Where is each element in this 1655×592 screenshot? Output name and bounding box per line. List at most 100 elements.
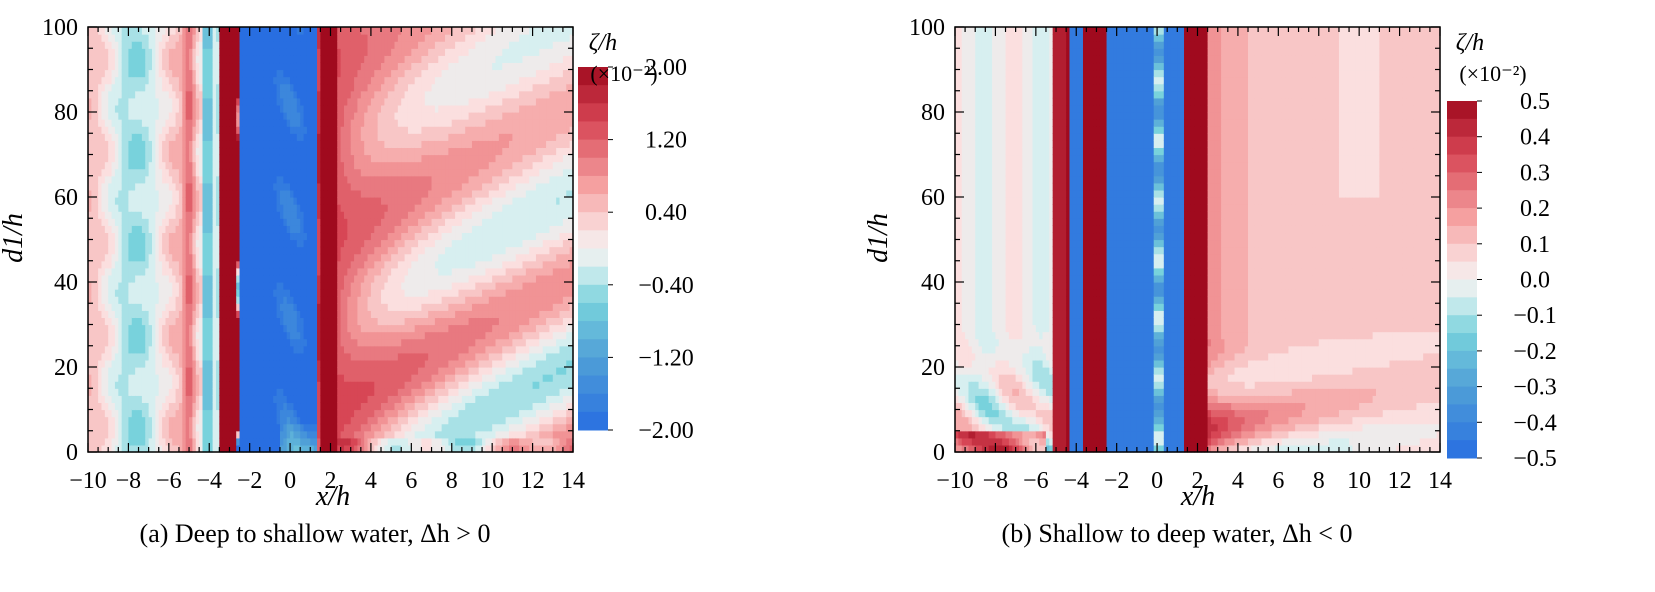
contour-cell: [347, 112, 352, 120]
contour-cell: [343, 253, 348, 262]
contour-cell: [131, 62, 136, 71]
contour-cell: [306, 218, 311, 226]
contour-cell: [347, 352, 352, 361]
contour-cell: [290, 182, 295, 191]
contour-cell: [256, 232, 261, 241]
contour-cell: [88, 41, 92, 49]
contour-cell: [269, 274, 274, 283]
contour-cell: [293, 444, 298, 453]
contour-cell: [283, 324, 288, 333]
contour-cell: [276, 104, 281, 113]
contour-cell: [111, 331, 116, 340]
contour-cell: [226, 430, 231, 439]
contour-cell: [135, 296, 140, 304]
contour-cell: [192, 197, 197, 205]
contour-cell: [141, 310, 146, 319]
contour-cell: [333, 352, 338, 361]
contour-cell: [189, 416, 194, 425]
contour-cell: [172, 303, 177, 311]
contour-cell: [162, 112, 167, 120]
contour-cell: [202, 246, 207, 255]
contour-cell: [101, 253, 106, 262]
contour-cell: [91, 274, 96, 283]
contour-cell: [88, 90, 92, 99]
contour-cell: [162, 90, 167, 99]
contour-cell: [125, 90, 130, 99]
contour-cell: [222, 97, 227, 106]
contour-cell: [178, 253, 183, 262]
contour-cell: [215, 140, 220, 149]
contour-cell: [118, 126, 123, 134]
contour-cell: [323, 395, 328, 404]
contour-cell: [205, 423, 210, 432]
contour-cell: [303, 388, 308, 396]
contour-cell: [310, 310, 315, 319]
contour-cell: [209, 388, 214, 396]
contour-cell: [189, 161, 194, 170]
contour-cell: [212, 232, 217, 241]
contour-cell: [108, 104, 113, 113]
contour-cell: [104, 274, 109, 283]
contour-cell: [101, 218, 106, 226]
contour-cell: [232, 126, 237, 134]
contour-cell: [317, 345, 321, 354]
contour-cell: [108, 260, 113, 269]
contour-cell: [317, 69, 321, 78]
contour-cell: [229, 331, 234, 340]
contour-cell: [276, 338, 281, 347]
contour-cell: [256, 147, 261, 156]
contour-cell: [104, 197, 109, 205]
contour-cell: [310, 239, 315, 248]
contour-cell: [293, 416, 298, 425]
contour-cell: [158, 182, 163, 191]
contour-cell: [249, 126, 254, 134]
contour-cell: [300, 197, 305, 205]
contour-cell: [249, 154, 254, 163]
contour-cell: [128, 76, 133, 85]
contour-cell: [263, 225, 268, 234]
contour-cell: [306, 69, 311, 78]
contour-cell: [165, 310, 170, 319]
contour-cell: [239, 34, 244, 42]
contour-cell: [283, 381, 288, 389]
contour-cell: [182, 409, 187, 418]
contour-cell: [222, 119, 227, 127]
contour-cell: [242, 260, 247, 269]
contour-cell: [212, 218, 217, 226]
contour-cell: [263, 76, 268, 85]
contour-cell: [350, 232, 355, 241]
contour-cell: [168, 317, 173, 326]
contour-cell: [290, 402, 295, 411]
contour-cell: [330, 133, 335, 141]
contour-cell: [91, 97, 96, 106]
contour-cell: [202, 161, 207, 170]
contour-cell: [209, 41, 214, 49]
contour-cell: [108, 126, 113, 134]
contour-cell: [91, 437, 96, 446]
contour-cell: [323, 168, 328, 177]
contour-cell: [317, 324, 321, 333]
contour-cell: [310, 437, 315, 446]
contour-cell: [128, 239, 133, 248]
contour-cell: [219, 423, 224, 432]
contour-cell: [111, 211, 116, 219]
contour-cell: [242, 204, 247, 212]
contour-cell: [128, 41, 133, 49]
contour-cell: [347, 374, 352, 382]
contour-cell: [94, 359, 99, 368]
contour-cell: [199, 211, 204, 219]
contour-cell: [131, 189, 136, 198]
contour-cell: [155, 303, 160, 311]
contour-cell: [172, 112, 177, 120]
contour-cell: [330, 310, 335, 319]
contour-cell: [212, 324, 217, 333]
contour-cell: [205, 437, 210, 446]
contour-cell: [138, 274, 143, 283]
contour-cell: [128, 126, 133, 134]
contour-cell: [138, 303, 143, 311]
contour-cell: [266, 367, 271, 375]
contour-cell: [111, 69, 116, 78]
contour-cell: [118, 338, 123, 347]
contour-cell: [125, 175, 130, 184]
contour-cell: [158, 239, 163, 248]
